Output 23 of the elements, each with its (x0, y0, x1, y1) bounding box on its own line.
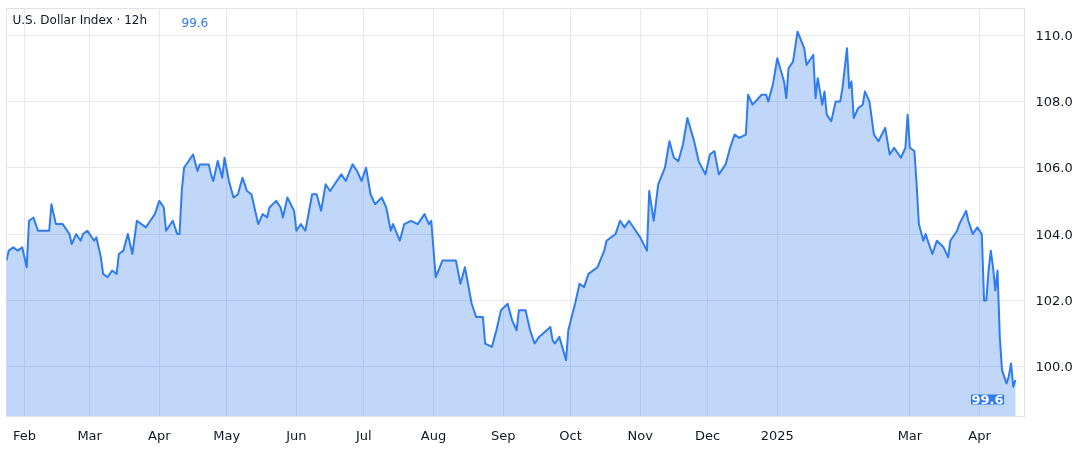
y-tick-label: 104.0 (1035, 226, 1073, 242)
y-tick-label: 102.0 (1035, 292, 1073, 308)
x-tick-label: Oct (559, 427, 582, 443)
chart-title: U.S. Dollar Index · 12h (12, 12, 148, 27)
x-tick-label: Apr (968, 427, 992, 443)
x-tick-label: Nov (627, 427, 654, 443)
y-tick-label: 100.0 (1035, 359, 1073, 375)
x-tick-label: Aug (420, 427, 447, 443)
y-tick-label: 106.0 (1035, 160, 1073, 176)
x-tick-label: Jun (285, 427, 307, 443)
annotation: 99.6 (181, 15, 209, 30)
x-tick-label: Mar (77, 427, 103, 443)
annotation: 99.6 (971, 392, 1004, 408)
x-tick-label: Sep (490, 427, 516, 443)
x-tick-label: Jul (354, 427, 372, 443)
x-tick-label: Mar (897, 427, 923, 443)
x-tick-label: 2025 (760, 427, 794, 443)
x-tick-label: Apr (148, 427, 172, 443)
x-tick-label: May (213, 427, 241, 443)
x-tick-label: Feb (12, 427, 36, 443)
x-tick-label: Dec (695, 427, 721, 443)
y-tick-label: 110.0 (1035, 27, 1073, 43)
y-tick-label: 108.0 (1035, 93, 1073, 109)
